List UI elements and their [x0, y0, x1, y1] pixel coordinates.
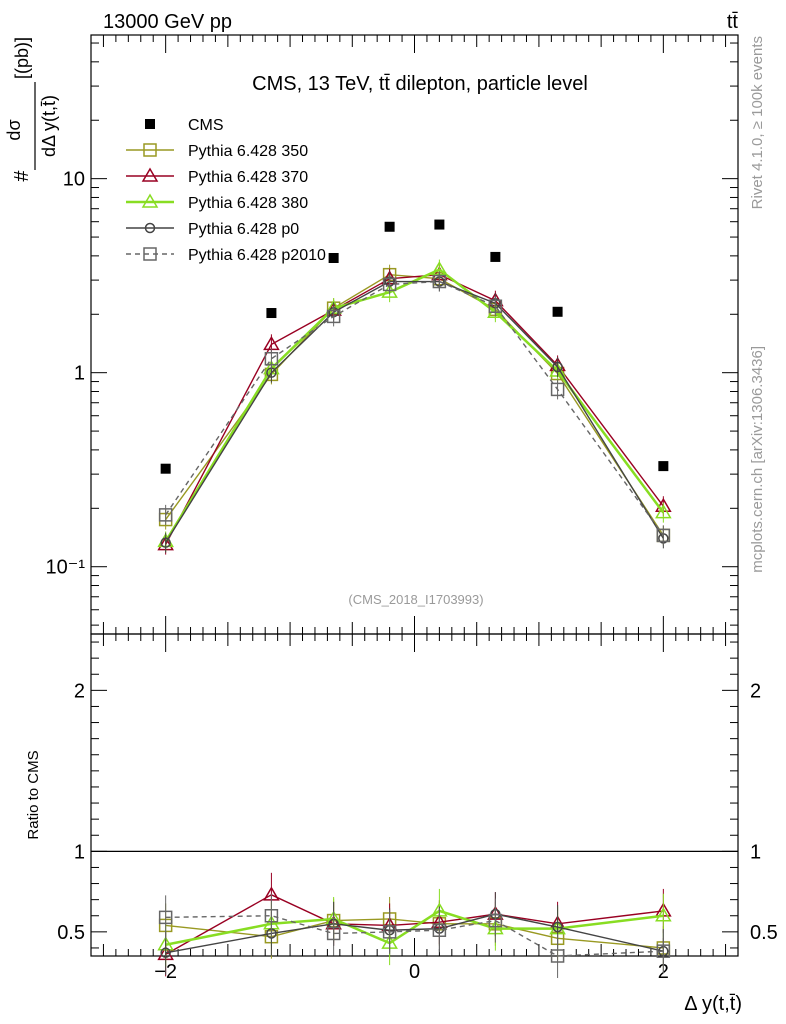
y-tick-label-main: 10⁻¹ — [46, 557, 86, 579]
legend-pythia-6-428-p2010-marker — [143, 247, 157, 261]
series-cms-point — [328, 252, 339, 263]
series-pythia-6-428-380 — [157, 259, 672, 552]
legend-cms: CMS — [145, 117, 224, 134]
legend-pythia-6-428-370: Pythia 6.428 370 — [126, 167, 308, 186]
legend-pythia-6-428-p0-label: Pythia 6.428 p0 — [188, 221, 299, 238]
y-tick-label-main: 10 — [63, 169, 85, 191]
header-right: tt̄ — [727, 11, 739, 33]
legend: CMS Pythia 6.428 350 Pythia 6.428 370 Pythi… — [126, 117, 326, 264]
y-tick-label-main: 1 — [74, 363, 85, 385]
ratio-series-pythia-6-428-p0-line — [165, 913, 664, 954]
ratio-series-pythia-6-428-p0-point — [160, 947, 171, 959]
chart-title: CMS, 13 TeV, tt̄ dilepton, particle leve… — [252, 73, 588, 95]
series-pythia-6-428-p2010-point — [382, 277, 397, 292]
series-pythia-6-428-350-line — [165, 273, 664, 536]
series-pythia-6-428-p2010-point — [488, 299, 503, 313]
series-pythia-6-428-350 — [158, 264, 671, 546]
ratio-series-pythia-6-428-p2010 — [158, 893, 671, 978]
series-pythia-6-428-380-line — [164, 268, 665, 543]
y-tick-label-ratio-right: 0.5 — [750, 922, 778, 944]
main-series-layer — [157, 219, 672, 555]
legend-pythia-6-428-370-marker — [141, 167, 159, 182]
series-cms — [160, 219, 669, 474]
y-label-unit: [(pb)] — [12, 37, 32, 79]
series-pythia-6-428-p2010-line — [165, 280, 664, 536]
watermark: (CMS_2018_I1703993) — [348, 592, 483, 607]
legend-pythia-6-428-380-label: Pythia 6.428 380 — [188, 195, 308, 212]
ratio-series-layer — [157, 872, 672, 978]
legend-pythia-6-428-350-marker — [143, 143, 157, 157]
legend-pythia-6-428-370-label: Pythia 6.428 370 — [188, 169, 308, 186]
ratio-series-pythia-6-428-p2010-point — [488, 913, 503, 928]
ratio-series-pythia-6-428-350-line — [165, 918, 664, 949]
y-axis-label-main: # dσ dΔ y(t,t̄) [(pb)] — [4, 37, 59, 182]
ratio-series-pythia-6-428-p2010-point — [264, 909, 279, 923]
legend-pythia-6-428-p0-marker — [144, 222, 156, 234]
legend-cms-marker — [145, 119, 155, 129]
y-label-prefix: # — [11, 170, 33, 182]
ratio-series-pythia-6-428-p2010-point — [432, 923, 447, 937]
legend-pythia-6-428-p2010-label: Pythia 6.428 p2010 — [188, 247, 326, 264]
y-tick-label-ratio: 2 — [74, 680, 85, 702]
ratio-plot-border — [90, 633, 739, 957]
header-left: 13000 GeV pp — [103, 11, 232, 33]
series-cms-point — [434, 219, 445, 230]
series-cms-point — [658, 461, 669, 472]
ratio-series-pythia-6-428-p2010-point — [550, 949, 565, 963]
ratio-series-pythia-6-428-350 — [158, 896, 671, 970]
x-axis-label: Δ y(t,t̄) — [684, 993, 742, 1015]
series-pythia-6-428-p0-point — [160, 537, 171, 548]
y-tick-label-ratio: 0.5 — [57, 922, 85, 944]
legend-pythia-6-428-350-label: Pythia 6.428 350 — [188, 143, 308, 160]
series-pythia-6-428-p2010-point — [158, 508, 173, 522]
series-pythia-6-428-p2010-point — [264, 351, 279, 366]
series-pythia-6-428-p2010-point — [550, 382, 565, 397]
series-pythia-6-428-380-point — [655, 504, 672, 519]
series-cms-point — [384, 221, 395, 232]
legend-cms-label: CMS — [188, 117, 224, 134]
mcplots-label: mcplots.cern.ch [arXiv:1306.3436] — [749, 346, 766, 573]
series-pythia-6-428-p2010-point — [326, 309, 341, 324]
ratio-series-pythia-6-428-380-line — [165, 909, 664, 946]
ratio-series-pythia-6-428-p0-point — [552, 921, 563, 933]
series-pythia-6-428-p2010-point — [432, 274, 447, 289]
ratio-series-pythia-6-428-380-point — [655, 907, 672, 922]
y-tick-label-ratio: 1 — [74, 841, 85, 863]
y-label-denominator: dΔ y(t,t̄) — [39, 95, 59, 157]
series-cms-point — [490, 251, 501, 262]
legend-pythia-6-428-380: Pythia 6.428 380 — [126, 193, 308, 212]
series-cms-point — [266, 308, 277, 319]
ratio-series-pythia-6-428-p2010-point — [382, 925, 397, 939]
y-tick-label-ratio-right: 2 — [750, 680, 761, 702]
series-cms-point — [552, 306, 563, 317]
series-pythia-6-428-370-line — [165, 273, 664, 545]
rivet-label: Rivet 4.1.0, ≥ 100k events — [749, 36, 766, 209]
series-cms-point — [160, 463, 171, 474]
series-pythia-6-428-p2010-point — [656, 528, 671, 543]
series-pythia-6-428-p2010 — [158, 271, 671, 546]
legend-pythia-6-428-p2010: Pythia 6.428 p2010 — [126, 247, 326, 264]
ratio-series-pythia-6-428-370-line — [165, 894, 664, 955]
legend-pythia-6-428-380-marker — [141, 193, 159, 208]
y-tick-label-ratio-right: 1 — [750, 841, 761, 863]
series-pythia-6-428-p0-point — [552, 361, 563, 373]
legend-pythia-6-428-p0: Pythia 6.428 p0 — [126, 221, 299, 238]
y-label-numerator: dσ — [4, 119, 24, 140]
series-pythia-6-428-p0-line — [165, 280, 664, 544]
ratio-series-pythia-6-428-p2010-point — [656, 944, 671, 958]
ratio-series-pythia-6-428-p2010-point — [158, 910, 173, 925]
ratio-series-pythia-6-428-p2010-point — [326, 926, 341, 941]
x-tick-label: 0 — [409, 961, 420, 983]
y-axis-label-ratio: Ratio to CMS — [25, 750, 42, 839]
legend-pythia-6-428-350: Pythia 6.428 350 — [126, 143, 308, 160]
series-pythia-6-428-370 — [157, 264, 672, 555]
